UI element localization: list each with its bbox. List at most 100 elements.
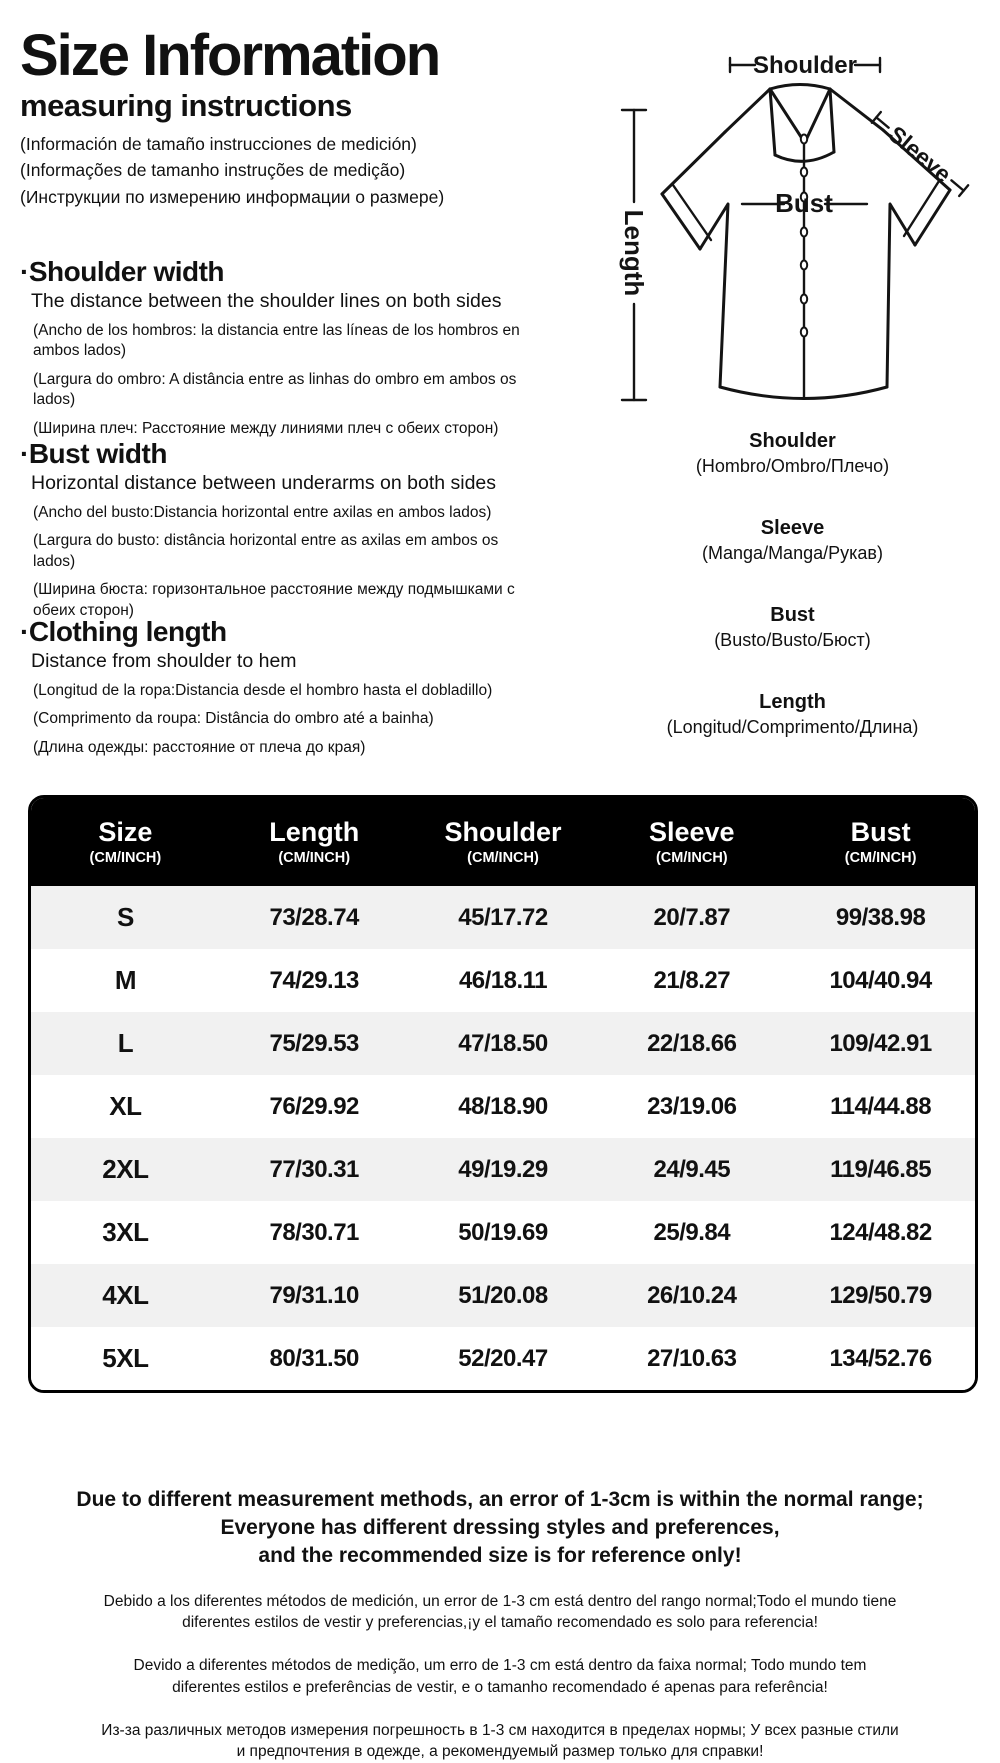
cell-length: 75/29.53: [269, 1029, 359, 1057]
cell-bust: 104/40.94: [829, 966, 932, 994]
cell-size: M: [114, 965, 137, 995]
section-translation-pt: (Largura do ombro: A distância entre as …: [33, 370, 517, 409]
shirt-diagram: Shoulder Length: [619, 52, 970, 402]
section-title: ·Bust width: [20, 438, 167, 469]
cell-shoulder: 51/20.08: [458, 1281, 548, 1309]
table-row: 3XL 78/30.71 50/19.69 25/9.84 124/48.82: [31, 1201, 975, 1264]
size-table-body: S 73/28.74 45/17.72 20/7.87 99/38.98 M 74/29.1…: [31, 886, 975, 1390]
table-row: XL 76/29.92 48/18.90 23/19.06 114/44.88: [31, 1075, 975, 1138]
cell-shoulder: 52/20.47: [458, 1344, 548, 1372]
disclaimer: Due to different measurement methods, an…: [0, 1486, 1000, 1763]
cell-length: 80/31.50: [269, 1344, 359, 1372]
cell-bust: 114/44.88: [830, 1092, 932, 1120]
bust-measure-line: Bust: [740, 188, 869, 218]
section-title: ·Shoulder width: [20, 256, 225, 287]
disclaimer-line: и предпочтения в одежде, а рекомендуемый…: [236, 1743, 764, 1761]
section-description: Horizontal distance between underarms on…: [31, 472, 497, 494]
section-description: The distance between the shoulder lines …: [31, 290, 502, 312]
cell-length: 78/30.71: [269, 1218, 359, 1246]
cell-sleeve: 21/8.27: [653, 966, 731, 994]
section-translation-es: (Ancho de los hombros: la distancia entr…: [33, 322, 520, 360]
table-row: S 73/28.74 45/17.72 20/7.87 99/38.98: [31, 886, 975, 949]
legend-shoulder: Shoulder (Hombro/Ombro/Плечо): [585, 430, 1000, 477]
cell-bust: 134/52.76: [829, 1344, 932, 1372]
cell-size: S: [116, 902, 134, 932]
size-table-header: Size (CM/INCH) Length (CM/INCH) Shoulder…: [31, 798, 975, 886]
disclaimer-line: and the recommended size is for referenc…: [258, 1543, 742, 1567]
table-row: M 74/29.13 46/18.11 21/8.27 104/40.94: [31, 949, 975, 1012]
section-translation-pt: (Largura do busto: distância horizontal …: [33, 532, 499, 570]
shoulder-measure-line: Shoulder: [728, 52, 882, 79]
bullet: ·: [20, 256, 29, 287]
disclaimer-line: Из-за различных методов измерения погреш…: [101, 1721, 899, 1739]
disclaimer-line: Due to different measurement methods, an…: [76, 1488, 924, 1511]
disclaimer-line: Debido a los diferentes métodos de medic…: [103, 1592, 897, 1610]
cell-size: 3XL: [102, 1217, 149, 1247]
page-header: Size Information measuring instructions …: [20, 26, 560, 210]
disclaimer-line: Everyone has different dressing styles a…: [220, 1515, 780, 1539]
disclaimer-en: Due to different measurement methods, an…: [0, 1486, 1000, 1570]
cell-shoulder: 47/18.50: [458, 1029, 548, 1057]
subtitle-translation-es: (Información de tamaño instrucciones de …: [20, 134, 417, 155]
subtitle-translation-pt: (Informações de tamanho instruções de me…: [20, 160, 406, 181]
size-table: Size (CM/INCH) Length (CM/INCH) Shoulder…: [28, 795, 978, 1393]
disclaimer-line: diferentes estilos de vestir y preferenc…: [182, 1614, 818, 1632]
cell-sleeve: 20/7.87: [653, 903, 731, 931]
bullet: ·: [20, 616, 29, 647]
cell-shoulder: 46/18.11: [458, 966, 548, 994]
table-row: 5XL 80/31.50 52/20.47 27/10.63 134/52.76: [31, 1327, 975, 1390]
table-row: L 75/29.53 47/18.50 22/18.66 109/42.91: [31, 1012, 975, 1075]
section-translation-ru: (Ширина плеч: Расстояние между линиями п…: [33, 419, 499, 437]
column-header-sleeve: Sleeve (CM/INCH): [649, 816, 735, 867]
cell-length: 73/28.74: [269, 903, 359, 931]
cell-shoulder: 45/17.72: [458, 903, 548, 931]
cell-bust: 124/48.82: [829, 1218, 932, 1246]
disclaimer-ru: Из-за различных методов измерения погреш…: [0, 1720, 1000, 1763]
column-header-shoulder: Shoulder (CM/INCH): [444, 816, 562, 867]
section-translation-es: (Longitud de la ropa:Distancia desde el …: [33, 682, 493, 699]
cell-bust: 99/38.98: [835, 903, 926, 931]
table-row: 2XL 77/30.31 49/19.29 24/9.45 119/46.85: [31, 1138, 975, 1201]
cell-sleeve: 25/9.84: [653, 1218, 731, 1246]
diagram-sleeve-label: Sleeve: [884, 121, 957, 188]
page-title: Size Information: [20, 23, 441, 88]
cell-size: 5XL: [102, 1343, 149, 1373]
legend-length: Length (Longitud/Comprimento/Длина): [585, 691, 1000, 738]
section-title: ·Clothing length: [20, 616, 227, 647]
section-bust-width: ·Bust width Horizontal distance between …: [20, 438, 530, 621]
cell-bust: 119/46.85: [830, 1155, 932, 1183]
cell-shoulder: 50/19.69: [458, 1218, 548, 1246]
section-translation-ru: (Ширина бюста: горизонтальное расстояние…: [33, 581, 515, 619]
cell-sleeve: 26/10.24: [647, 1281, 737, 1309]
shirt-outline: [660, 83, 952, 400]
column-header-bust: Bust (CM/INCH): [844, 816, 917, 867]
diagram-shoulder-label: Shoulder: [753, 52, 857, 79]
page-subtitle-translations: (Información de tamaño instrucciones de …: [20, 131, 560, 210]
cell-size: XL: [109, 1091, 142, 1121]
cell-sleeve: 22/18.66: [647, 1029, 737, 1057]
legend-term: Length: [759, 691, 826, 713]
legend-term: Sleeve: [760, 517, 825, 539]
diagram-length-label: Length: [619, 210, 649, 297]
column-header-length: Length (CM/INCH): [269, 816, 360, 867]
disclaimer-es: Debido a los diferentes métodos de medic…: [0, 1591, 1000, 1634]
column-header-size: Size (CM/INCH): [89, 816, 162, 867]
section-translation-pt: (Comprimento da roupa: Distância do ombr…: [33, 710, 434, 728]
cell-sleeve: 27/10.63: [647, 1344, 737, 1372]
legend-term: Shoulder: [749, 430, 836, 452]
legend-bust: Bust (Busto/Busto/Бюст): [585, 604, 1000, 651]
shirt-buttons: [799, 133, 809, 338]
cell-length: 74/29.13: [269, 966, 359, 994]
page-subtitle: measuring instructions: [20, 88, 352, 124]
section-description: Distance from shoulder to hem: [31, 650, 297, 672]
legend-sleeve: Sleeve (Manga/Manga/Рукав): [585, 517, 1000, 564]
cell-shoulder: 48/18.90: [458, 1092, 548, 1120]
section-shoulder-width: ·Shoulder width The distance between the…: [20, 256, 530, 439]
measurement-legend: Shoulder (Hombro/Ombro/Плечо) Sleeve (Ma…: [585, 430, 1000, 778]
cell-bust: 109/42.91: [829, 1029, 932, 1057]
diagram-bust-label: Bust: [775, 188, 833, 218]
cell-length: 79/31.10: [269, 1281, 359, 1309]
section-translation-es: (Ancho del busto:Distancia horizontal en…: [33, 504, 492, 521]
cell-sleeve: 23/19.06: [647, 1092, 737, 1120]
section-clothing-length: ·Clothing length Distance from shoulder …: [20, 616, 530, 758]
